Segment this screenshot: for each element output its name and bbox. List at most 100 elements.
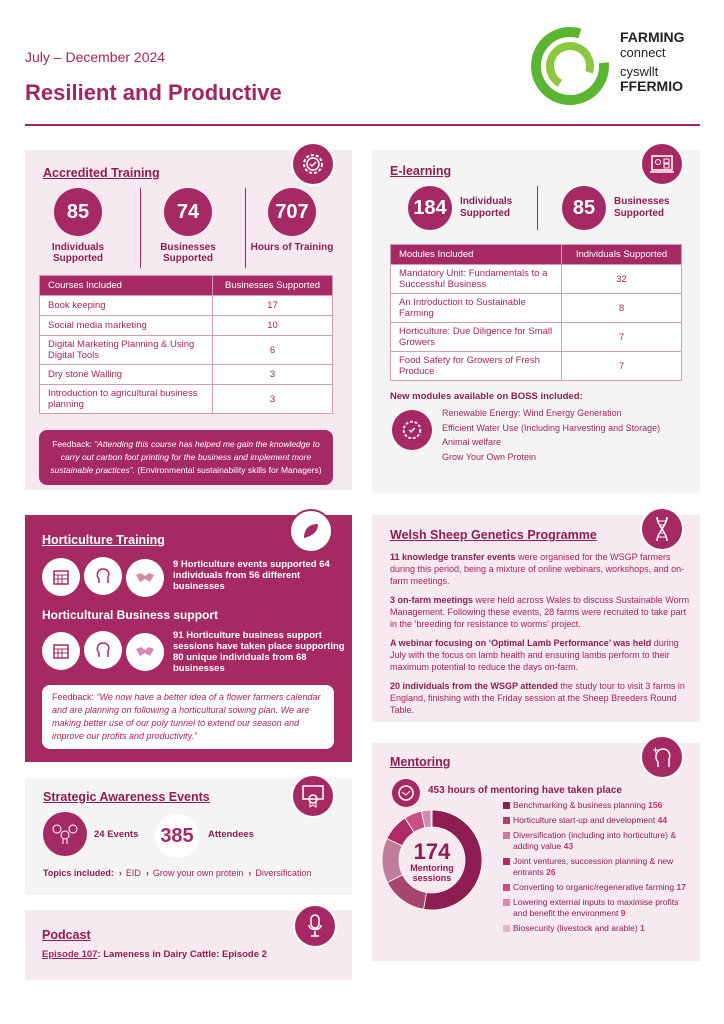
row-name: Mandatory Unit: Fundamentals to a Succes…	[390, 264, 562, 294]
head-icon	[84, 557, 122, 595]
table-row: Introduction to agricultural business pl…	[39, 384, 333, 414]
module-item: Renewable Energy: Wind Energy Generation	[442, 408, 622, 418]
table-row: An Introduction to Sustainable Farming 8	[390, 293, 682, 323]
stat-hours: 707 Hours of Training	[247, 188, 337, 253]
wsgp-paragraph: 11 knowledge transfer events were organi…	[390, 551, 690, 587]
stat-individuals: 184 Individuals Supported	[408, 186, 520, 230]
row-value: 17	[212, 295, 333, 316]
row-name: Dry stone Walling	[39, 364, 213, 385]
calendar-icon	[42, 558, 80, 596]
legend-swatch	[503, 858, 510, 865]
paragraph-highlight: 3 on-farm meetings	[390, 595, 474, 605]
row-name: Food Safety for Growers of Fresh Produce	[390, 351, 562, 381]
online-meeting-icon	[640, 142, 684, 186]
module-item: Animal welfare	[442, 437, 502, 448]
legend-value: 156	[648, 800, 663, 810]
farming-connect-logo: FARMING connect cyswllt FFERMIO	[528, 24, 708, 108]
row-value: 3	[212, 364, 333, 385]
divider	[537, 186, 538, 230]
row-name: Horticulture: Due Diligence for Small Gr…	[390, 322, 562, 352]
logo-line1: FARMING	[620, 29, 685, 45]
chevron-right-icon: ›	[118, 868, 122, 878]
legend-value: 43	[563, 841, 574, 851]
section-title: Accredited Training	[43, 166, 160, 180]
podcast-panel: Podcast Episode 107: Lameness in Dairy C…	[25, 904, 352, 980]
clock-icon	[392, 779, 420, 807]
sessions-label: Mentoring sessions	[410, 863, 454, 883]
module-item: Efficient Water Use (Including Harvestin…	[442, 422, 661, 433]
legend-value: 9	[620, 908, 626, 918]
legend-swatch	[503, 802, 510, 809]
row-value: 32	[561, 264, 682, 294]
stat-label: Individuals Supported	[51, 242, 105, 264]
row-value: 7	[561, 322, 682, 352]
table-row: Book keeping 17	[39, 295, 333, 316]
legend-item: Benchmarking & business planning 156	[503, 800, 693, 811]
attendees-label: Attendees	[208, 829, 254, 840]
mentoring-panel: Mentoring 453 hours of mentoring have ta…	[372, 735, 700, 961]
legend-swatch	[503, 832, 510, 839]
stat-label: Businesses Supported	[614, 196, 670, 219]
legend-label: Converting to organic/regenerative farmi…	[513, 882, 675, 892]
legend-item: Converting to organic/regenerative farmi…	[503, 882, 693, 893]
feedback-quote: “Attending this course has helped me gai…	[50, 439, 320, 475]
paragraph-highlight: 20 individuals from the WSGP attended	[390, 681, 558, 691]
training-icons	[42, 557, 168, 597]
legend-item: Joint ventures, succession planning & ne…	[503, 856, 693, 878]
legend-item: Biosecurity (livestock and arable) 1	[503, 923, 693, 934]
stat-businesses: 74 Businesses Supported	[143, 188, 233, 264]
certificate-icon	[291, 774, 335, 818]
episode-link[interactable]: Episode 107	[42, 949, 98, 960]
paragraph-highlight: 11 knowledge transfer events	[390, 552, 516, 562]
podcast-episode: Episode 107: Lameness in Dairy Cattle: E…	[42, 949, 267, 960]
legend-label: Diversification (including into horticul…	[513, 830, 676, 851]
calendar-icon	[42, 632, 80, 670]
donut-slice	[430, 809, 433, 828]
row-name: Book keeping	[39, 295, 213, 316]
column-header: Individuals Supported	[561, 244, 682, 265]
row-value: 3	[212, 384, 333, 414]
medals-icon	[43, 812, 87, 856]
paragraph-text: during July with the focus on lamb healt…	[390, 638, 679, 672]
module-item: Grow Your Own Protein	[442, 452, 537, 463]
paragraph-highlight: A webinar focusing on ‘Optimal Lamb Perf…	[390, 638, 652, 648]
feedback-prefix: Feedback:	[52, 692, 97, 702]
mentoring-legend: Benchmarking & business planning 156 Hort…	[503, 800, 693, 938]
table-row: Horticulture: Due Diligence for Small Gr…	[390, 322, 682, 352]
microphone-icon	[293, 904, 337, 948]
legend-item: Horticulture start-up and development 44	[503, 815, 693, 826]
legend-value: 17	[676, 882, 686, 892]
gear-check-icon	[392, 410, 432, 450]
donut-center: 174 Mentoring sessions	[394, 841, 470, 884]
strategic-awareness-panel: Strategic Awareness Events 24 Events 385…	[25, 774, 352, 895]
feedback-box: Feedback: “Attending this course has hel…	[39, 430, 333, 485]
attendees-value: 385	[155, 814, 199, 858]
stat-value: 184	[408, 186, 452, 230]
column-header: Courses Included	[39, 275, 213, 296]
topic-item: EID	[125, 868, 141, 878]
support-title: Horticultural Business support	[42, 608, 219, 622]
legend-swatch	[503, 884, 510, 891]
row-value: 10	[212, 315, 333, 336]
legend-value: 44	[657, 815, 668, 825]
modules-table: Modules Included Individuals Supported Ma…	[390, 244, 682, 381]
feedback-prefix: Feedback:	[52, 439, 95, 449]
table-row: Food Safety for Growers of Fresh Produce…	[390, 351, 682, 381]
courses-table: Courses Included Businesses Supported Boo…	[39, 275, 333, 414]
divider	[25, 124, 700, 126]
divider	[245, 188, 246, 268]
feedback-box: Feedback: “We now have a better idea of …	[42, 685, 334, 749]
donut-slice	[423, 809, 483, 911]
paragraph-text: were organised for the WSGP farmers duri…	[390, 552, 685, 586]
logo-swirl-icon	[531, 27, 609, 105]
column-header: Businesses Supported	[212, 275, 333, 296]
wsgp-panel: Welsh Sheep Genetics Programme 11 knowle…	[372, 507, 700, 722]
legend-label: Benchmarking & business planning	[513, 800, 646, 810]
leaf-icon	[289, 509, 333, 553]
head-icon	[84, 631, 122, 669]
table-row: Dry stone Walling 3	[39, 364, 333, 385]
logo-line4: FFERMIO	[620, 78, 683, 94]
dna-icon	[640, 507, 684, 551]
mentoring-donut-chart	[381, 809, 483, 911]
topic-item: Diversification	[255, 868, 312, 878]
